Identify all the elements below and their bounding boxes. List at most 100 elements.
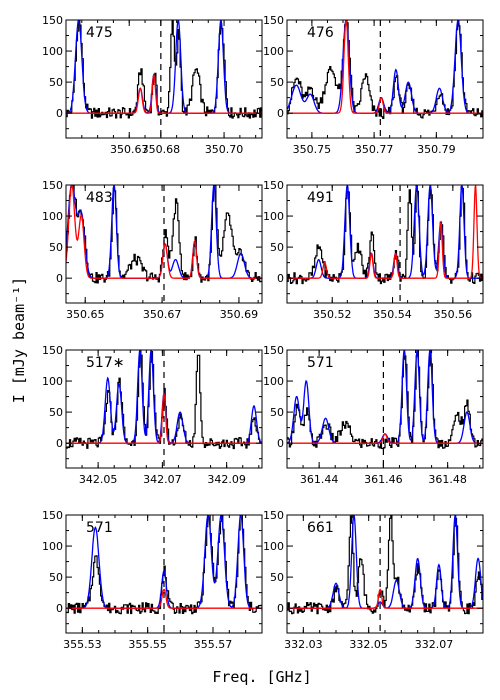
y-tick-label: 50 [270, 571, 284, 584]
x-tick-label: 355.57 [194, 638, 233, 651]
x-tick-label: 332.07 [415, 638, 454, 651]
y-tick-label: 100 [42, 540, 63, 553]
y-tick-label: 100 [42, 375, 63, 388]
y-tick-label: 50 [49, 241, 63, 254]
panel-p483: 0 50 100 150 350.65 350.67 350.69 483 [42, 179, 263, 321]
x-tick-label: 350.69 [220, 308, 259, 321]
y-tick-label: 50 [270, 241, 284, 254]
model-species-spectrum [66, 393, 262, 444]
model-species-spectrum [287, 20, 483, 114]
panel-p571a: 0 50 100 150 361.44 361.46 361.48 571 [263, 344, 484, 486]
model-species-spectrum [66, 73, 262, 114]
y-tick-label: 150 [263, 179, 284, 192]
y-tick-label: 100 [263, 45, 284, 58]
y-tick-label: 0 [277, 272, 284, 285]
y-tick-label: 0 [56, 437, 63, 450]
panel-frame [65, 349, 263, 469]
y-tick-label: 0 [56, 602, 63, 615]
plot-area [66, 20, 262, 138]
panel-label: 491 [307, 190, 334, 206]
x-tick-label: 342.05 [79, 473, 118, 486]
panel-frame [286, 349, 484, 469]
y-tick-label: 50 [270, 76, 284, 89]
x-tick-label: 355.53 [63, 638, 102, 651]
plot-area [287, 185, 483, 303]
x-tick-label: 361.48 [428, 473, 467, 486]
panel-p476: 0 50 100 150 350.75 350.77 350.79 476 [263, 14, 484, 156]
panel-label: 476 [307, 25, 334, 41]
y-tick-label: 50 [270, 406, 284, 419]
y-tick-label: 50 [49, 76, 63, 89]
panel-label: 475 [86, 25, 113, 41]
x-tick-label: 350.67 [143, 308, 182, 321]
model-species-spectrum [287, 588, 483, 609]
x-tick-label: 355.55 [128, 638, 167, 651]
plot-area [66, 515, 262, 633]
panel-label: 571 [86, 520, 113, 536]
model-species-spectrum [66, 185, 262, 279]
panel-label: 483 [86, 190, 113, 206]
observed-spectrum [66, 20, 262, 119]
x-tick-label: 342.07 [143, 473, 182, 486]
model-total-spectrum [66, 515, 262, 609]
y-tick-label: 0 [277, 107, 284, 120]
panel-label: 517∗ [86, 355, 124, 371]
y-tick-label: 0 [277, 437, 284, 450]
x-tick-label: 350.67 [110, 143, 149, 156]
y-tick-label: 150 [42, 344, 63, 357]
x-tick-label: 350.75 [293, 143, 332, 156]
panel-frame [65, 184, 263, 304]
y-tick-label: 100 [263, 210, 284, 223]
x-tick-label: 350.52 [313, 308, 352, 321]
x-tick-label: 361.46 [364, 473, 403, 486]
panel-p517: 0 50 100 150 342.05 342.07 342.09 517∗ [42, 344, 263, 486]
y-tick-label: 100 [263, 375, 284, 388]
model-total-spectrum [287, 20, 483, 114]
x-tick-label: 350.79 [417, 143, 456, 156]
y-tick-label: 0 [56, 272, 63, 285]
observed-spectrum [66, 185, 262, 284]
observed-spectrum [287, 185, 483, 285]
y-tick-label: 150 [42, 14, 63, 27]
plot-area [287, 20, 483, 138]
y-tick-label: 150 [42, 179, 63, 192]
y-tick-label: 150 [263, 344, 284, 357]
panel-p571b: 0 50 100 150 355.53 355.55 355.57 571 [42, 509, 263, 651]
panel-p661: 0 50 100 150 332.03 332.05 332.07 661 [263, 509, 484, 651]
model-species-spectrum [66, 588, 262, 609]
y-tick-label: 100 [42, 45, 63, 58]
model-species-spectrum [287, 185, 483, 279]
observed-spectrum [287, 350, 483, 450]
panel-frame [286, 184, 484, 304]
y-tick-label: 150 [263, 14, 284, 27]
y-tick-label: 0 [277, 602, 284, 615]
y-tick-label: 150 [42, 509, 63, 522]
y-tick-label: 0 [56, 107, 63, 120]
y-axis-title: I [mJy beam⁻¹] [10, 277, 28, 403]
plot-area [66, 185, 262, 303]
x-tick-label: 361.44 [300, 473, 339, 486]
x-axis-title: Freq. [GHz] [212, 668, 311, 686]
x-tick-label: 342.09 [207, 473, 246, 486]
y-tick-label: 100 [42, 210, 63, 223]
plot-area [287, 515, 483, 633]
x-tick-label: 350.56 [434, 308, 473, 321]
panel-p491: 0 50 100 150 350.52 350.54 350.56 491 [263, 179, 484, 321]
panel-frame [65, 19, 263, 139]
x-tick-label: 350.54 [373, 308, 412, 321]
y-tick-label: 150 [263, 509, 284, 522]
observed-spectrum [66, 350, 262, 450]
y-tick-label: 50 [49, 571, 63, 584]
x-tick-label: 332.05 [349, 638, 388, 651]
panel-label: 661 [307, 520, 334, 536]
model-species-spectrum [287, 433, 483, 444]
x-tick-label: 350.68 [142, 143, 181, 156]
y-tick-label: 100 [263, 540, 284, 553]
plot-area [66, 350, 262, 468]
x-tick-label: 350.70 [205, 143, 244, 156]
panel-frame [286, 19, 484, 139]
x-tick-label: 332.03 [284, 638, 323, 651]
